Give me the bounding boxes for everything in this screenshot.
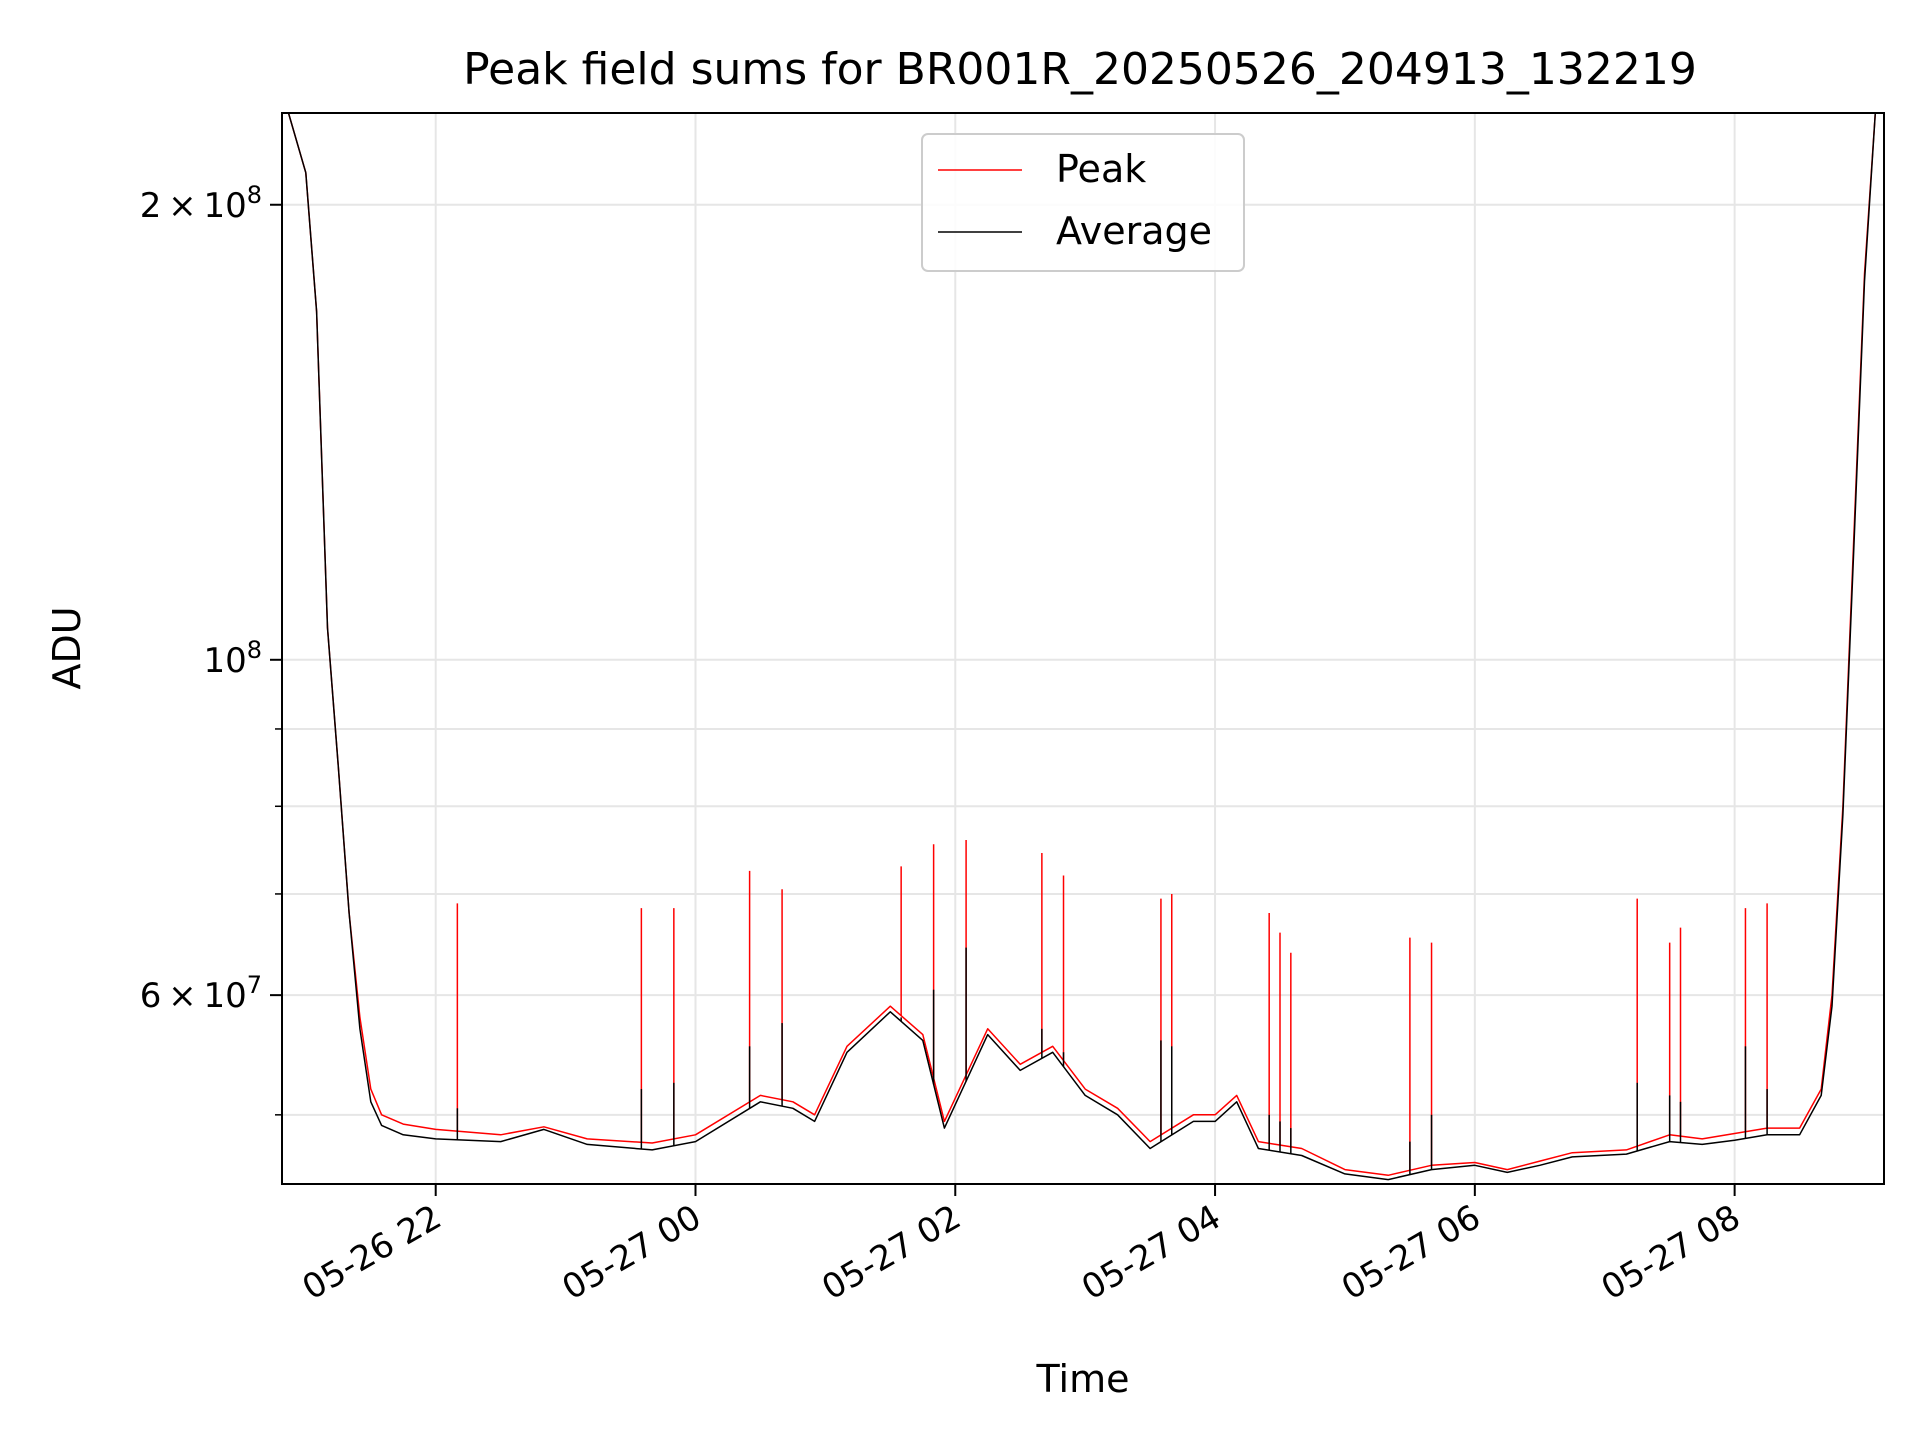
y-tick-label: 6 × 107 — [140, 971, 262, 1016]
y-axis-label: ADU — [45, 606, 89, 689]
series-line-peak — [287, 113, 1877, 1177]
plot-frame — [281, 112, 1885, 1185]
y-tick-label: 108 — [203, 636, 262, 681]
series-line-average — [287, 113, 1877, 1181]
legend-entry-peak: Peak — [1056, 147, 1146, 191]
y-tick-label: 2 × 108 — [140, 181, 262, 226]
grid — [282, 113, 1884, 1184]
legend: Peak Average — [921, 133, 1245, 272]
y-axis: 2 × 108 108 6 × 107 — [140, 181, 282, 1116]
series-layer — [287, 113, 1877, 1181]
chart-title: Peak field sums for BR001R_20250526_2049… — [463, 44, 1697, 95]
legend-box — [921, 133, 1245, 272]
x-axis-label: Time — [1036, 1357, 1130, 1401]
legend-entry-average: Average — [1056, 209, 1212, 253]
